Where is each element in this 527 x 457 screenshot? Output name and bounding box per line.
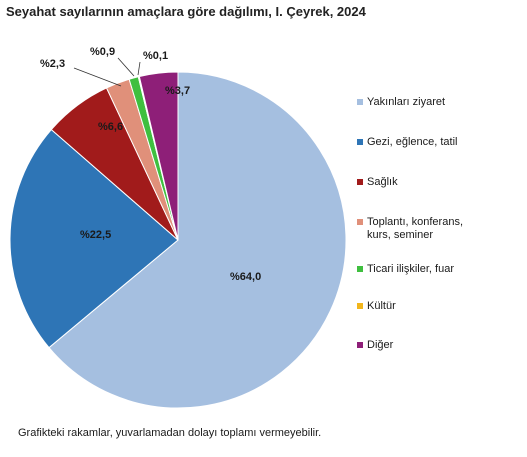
legend-swatch	[357, 342, 363, 348]
legend-swatch	[357, 266, 363, 272]
legend-swatch	[357, 219, 363, 225]
leader-line	[73, 67, 122, 87]
pie-slice	[9, 128, 179, 349]
legend-label: Sağlık	[367, 176, 398, 188]
legend-label: Diğer	[367, 339, 394, 351]
slice-label: %3,7	[165, 85, 190, 97]
slice-label: %0,1	[143, 50, 168, 62]
legend-label: Ticari ilişkiler, fuar	[367, 263, 454, 275]
legend-swatch	[357, 303, 363, 309]
legend-label: Toplantı, konferans, kurs, seminer	[367, 216, 464, 241]
footnote: Grafikteki rakamlar, yuvarlamadan dolayı…	[18, 427, 322, 439]
pie-slice	[138, 71, 179, 241]
slice-label: %0,9	[90, 46, 115, 58]
pie-slice	[48, 71, 347, 409]
legend-swatch	[357, 139, 363, 145]
slice-label: %6,6	[98, 121, 123, 133]
slice-label: %22,5	[80, 229, 111, 241]
slice-label: %64,0	[230, 271, 261, 283]
legend-label: Kültür	[367, 300, 396, 312]
legend-label: Yakınları ziyaret	[367, 96, 446, 108]
leader-line	[137, 61, 141, 76]
legend-label: Gezi, eğlence, tatil	[367, 136, 458, 148]
legend-swatch	[357, 179, 363, 185]
chart-title: Seyahat sayılarının amaçlara göre dağılı…	[6, 4, 366, 19]
legend-swatch	[357, 99, 363, 105]
slice-label: %2,3	[40, 58, 65, 70]
leader-line	[117, 57, 135, 77]
